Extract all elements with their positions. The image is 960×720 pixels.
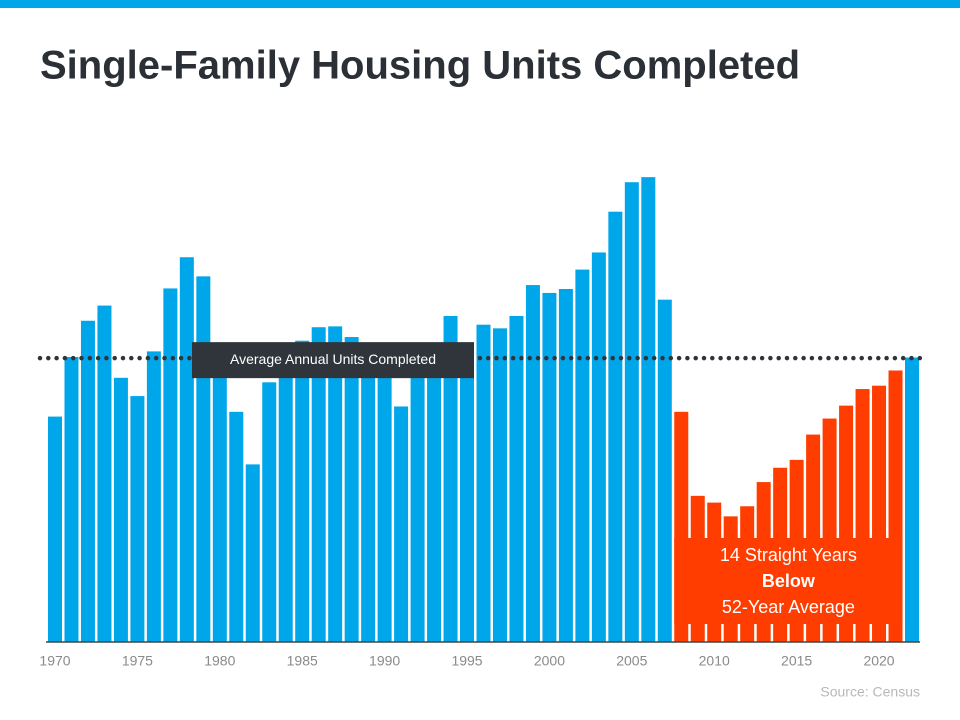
- top-stripe: [0, 0, 960, 8]
- x-tick-label: 2000: [534, 653, 565, 669]
- bar: [278, 353, 293, 642]
- x-tick-label: 2020: [863, 653, 894, 669]
- bar: [905, 357, 919, 642]
- bar: [163, 288, 178, 642]
- bar: [608, 211, 623, 642]
- bar: [542, 292, 557, 642]
- annotation-text: 14 Straight Years: [720, 545, 857, 565]
- bar: [48, 416, 62, 642]
- bar: [196, 276, 211, 642]
- x-tick-label: 1975: [122, 653, 153, 669]
- bar: [113, 377, 128, 642]
- bar: [97, 305, 112, 642]
- average-label: Average Annual Units Completed: [230, 351, 436, 367]
- bar: [311, 327, 326, 642]
- bar: [558, 288, 573, 642]
- bar: [377, 370, 392, 642]
- bar: [295, 340, 310, 642]
- bar: [361, 353, 376, 642]
- bar: [427, 349, 442, 642]
- bar: [657, 299, 672, 642]
- x-tick-label: 1980: [204, 653, 235, 669]
- bar: [328, 326, 343, 642]
- bar: [179, 257, 194, 642]
- x-tick-label: 2005: [616, 653, 647, 669]
- bar: [245, 464, 260, 642]
- bar: [229, 411, 244, 642]
- source: Source: Census: [820, 684, 920, 700]
- x-tick-label: 1985: [287, 653, 318, 669]
- bar: [492, 328, 507, 642]
- bar: [460, 342, 475, 642]
- bar: [476, 324, 491, 642]
- bar: [525, 285, 540, 642]
- bar: [509, 315, 524, 642]
- annotation-box: [674, 538, 903, 624]
- x-tick-label: 1995: [451, 653, 482, 669]
- annotation-text: 52-Year Average: [722, 597, 855, 617]
- bar: [212, 373, 227, 642]
- bar: [80, 320, 95, 642]
- average-label-box: [192, 342, 474, 379]
- bar: [394, 406, 409, 642]
- bar: [624, 182, 639, 643]
- x-tick-label: 2015: [781, 653, 812, 669]
- bar: [130, 396, 145, 642]
- x-tick-label: 1990: [369, 653, 400, 669]
- bar: [575, 269, 590, 642]
- bar: [641, 177, 656, 642]
- chart-title: Single-Family Housing Units Completed: [40, 44, 800, 88]
- bar: [64, 357, 79, 642]
- x-tick-label: 2010: [699, 653, 730, 669]
- bar: [146, 351, 161, 642]
- x-tick-label: 1970: [39, 653, 70, 669]
- annotation-text: Below: [762, 571, 816, 591]
- bar: [591, 252, 606, 642]
- bar: [410, 371, 425, 642]
- bar: [344, 337, 359, 642]
- bar: [443, 315, 458, 642]
- bar: [262, 382, 277, 642]
